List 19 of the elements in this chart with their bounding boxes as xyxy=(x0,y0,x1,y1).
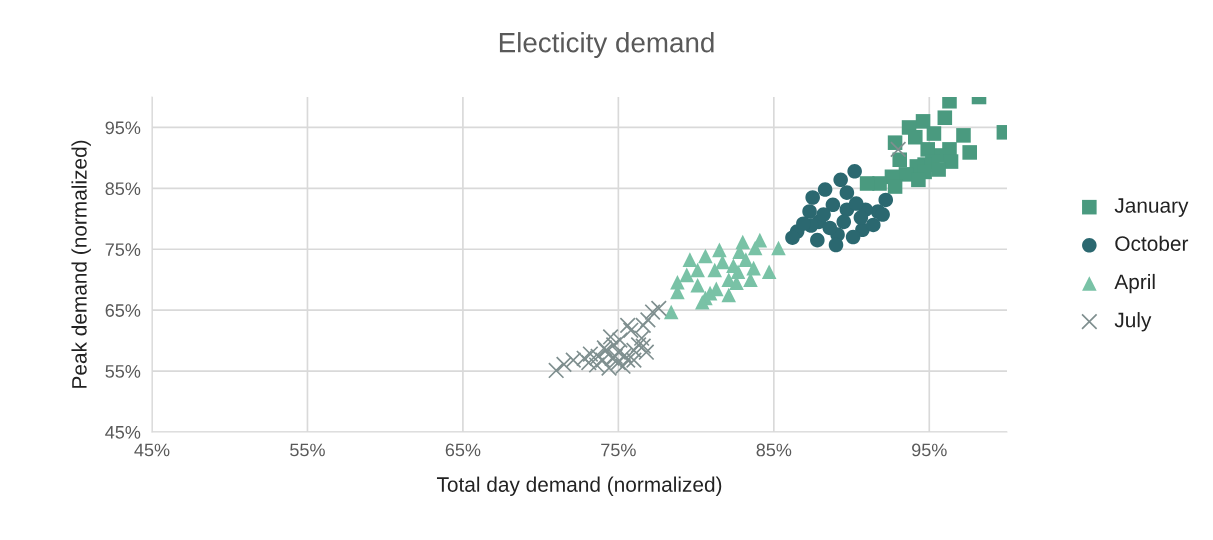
y-tick-label: 85% xyxy=(105,182,141,196)
legend-label: April xyxy=(1114,273,1155,294)
legend-label: July xyxy=(1114,312,1152,332)
x-tick-label: 65% xyxy=(445,443,481,457)
x-tick-label: 55% xyxy=(290,443,325,457)
legend-label: October xyxy=(1115,235,1189,252)
y-tick-label: 55% xyxy=(105,365,141,378)
x-tick-label: 45% xyxy=(134,443,170,457)
legend-label: January xyxy=(1114,198,1189,217)
x-tick-label: 95% xyxy=(912,443,947,457)
y-tick-label: 75% xyxy=(105,243,141,256)
y-tick-label: 45% xyxy=(105,426,141,439)
y-axis-title: Peak demand (normalized) xyxy=(71,140,91,388)
y-tick-label: 65% xyxy=(105,304,141,317)
chart-title: Electicity demand xyxy=(499,32,714,58)
x-axis-title: Total day demand (normalized) xyxy=(436,476,722,497)
x-tick-label: 85% xyxy=(756,443,792,457)
x-tick-label: 75% xyxy=(601,443,636,457)
y-tick-label: 95% xyxy=(105,121,141,135)
